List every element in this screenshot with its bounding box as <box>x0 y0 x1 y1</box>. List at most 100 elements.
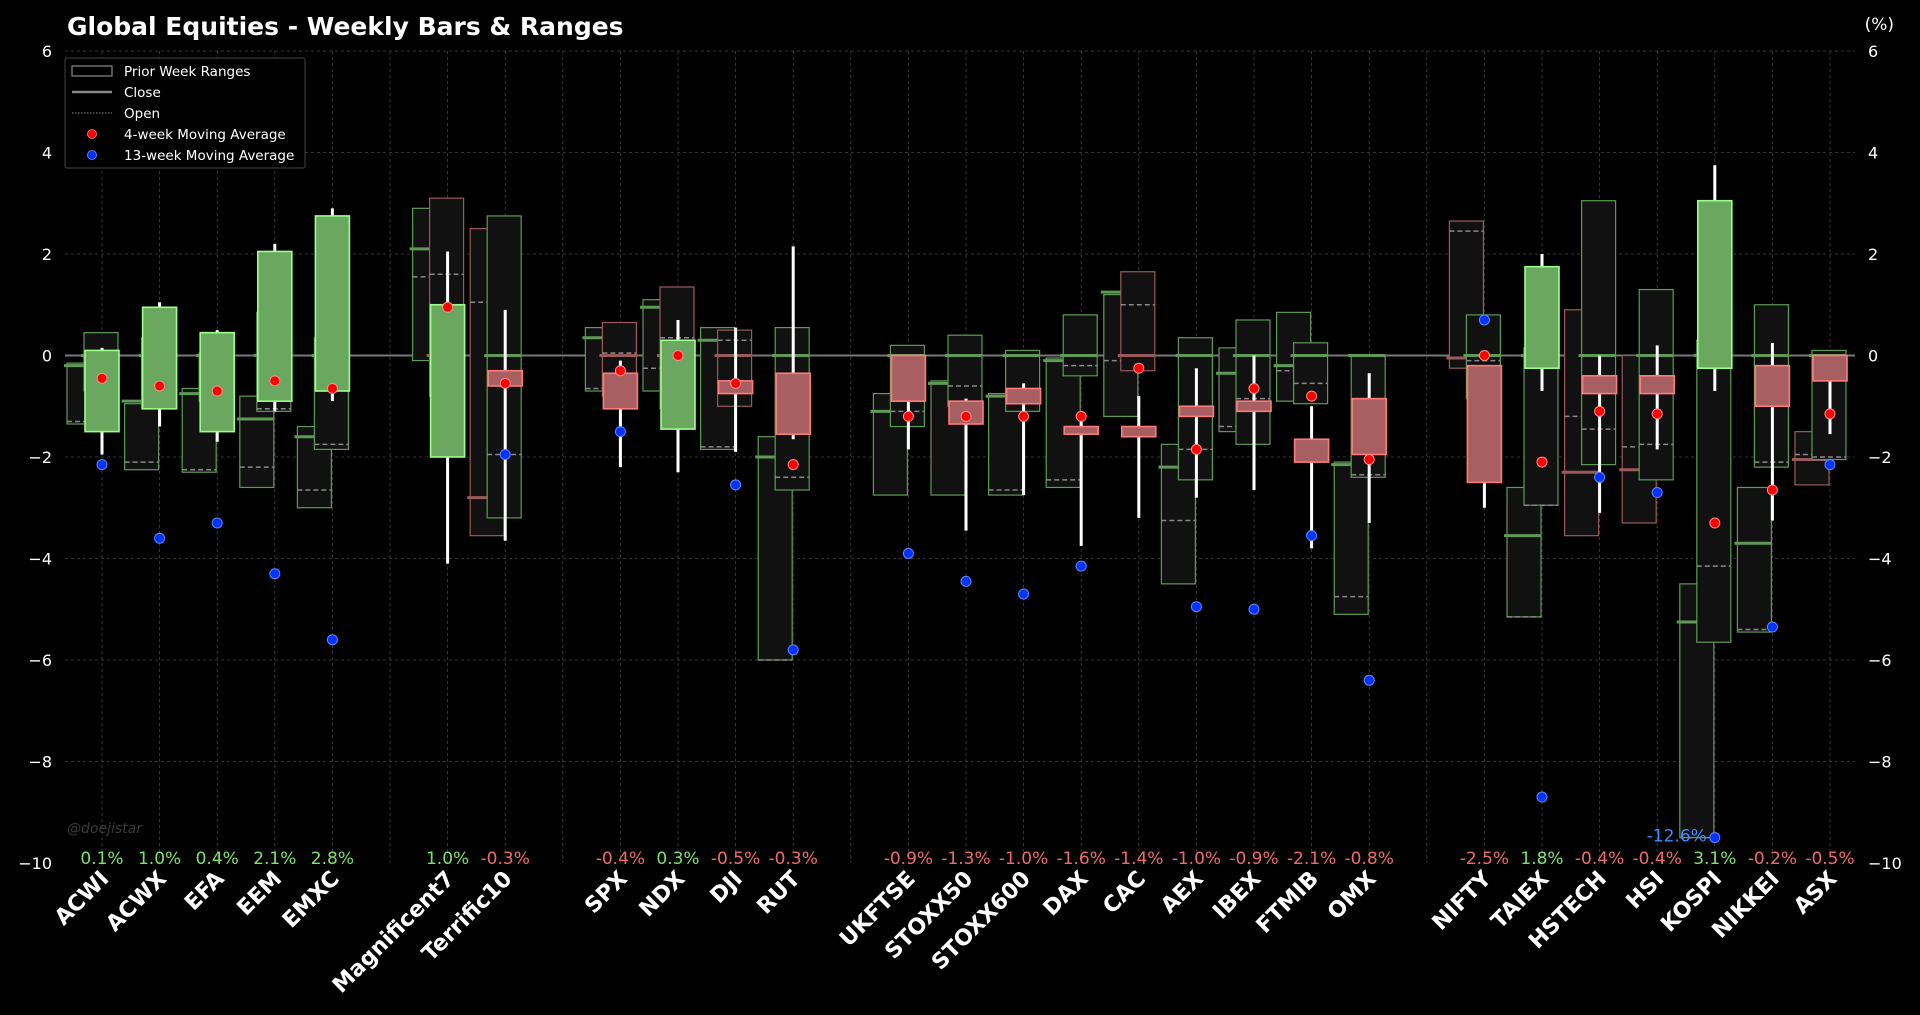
ma4-dot <box>269 375 281 387</box>
weekly-change-label: -0.4% <box>596 849 645 869</box>
y-tick-label-left: 0 <box>42 347 52 366</box>
ticker-nifty <box>1446 220 1503 508</box>
y-tick-label-right: 2 <box>1868 245 1878 264</box>
current-week-bar-down <box>1351 397 1387 456</box>
weekly-change-label: -2.5% <box>1460 849 1509 869</box>
ticker-cac <box>1100 271 1157 518</box>
ticker-aex <box>1158 337 1215 613</box>
current-week-bar-up <box>1697 199 1733 369</box>
current-week-bar-up <box>429 303 466 458</box>
y-tick-label-right: 0 <box>1868 347 1878 366</box>
ma4-dot <box>154 380 166 392</box>
ma4-dot <box>1536 456 1548 468</box>
ma4-dot <box>1651 408 1663 420</box>
current-week-bar-down <box>602 372 639 410</box>
x-tick-label: CAC <box>1098 867 1151 920</box>
weekly-change-label: -0.2% <box>1748 849 1797 869</box>
ticker-dji <box>697 326 754 491</box>
ma4-dot <box>1824 408 1836 420</box>
ticker-acwx <box>121 302 178 544</box>
prior-week-range-box <box>123 403 160 471</box>
ma13-dot <box>1766 621 1778 633</box>
x-tick-label: SPX <box>580 867 632 919</box>
ticker-hstech <box>1561 200 1618 537</box>
y-tick-label-left: 2 <box>42 245 52 264</box>
legend-red-dot-icon <box>87 129 97 139</box>
ma4-dot <box>1075 410 1087 422</box>
weekly-change-label: 1.0% <box>426 849 469 869</box>
ticker-asx <box>1792 349 1848 486</box>
weekly-change-label: -0.3% <box>769 849 818 869</box>
y-tick-label-right: 4 <box>1868 144 1878 163</box>
prior-week-range-box <box>947 334 983 407</box>
weekly-change-label: -0.9% <box>884 849 933 869</box>
ma4-dot <box>1133 362 1145 374</box>
weekly-change-label: -0.5% <box>1805 849 1854 869</box>
ma13-dot <box>1363 674 1375 686</box>
ma13-dot <box>96 459 108 471</box>
ma13-dot <box>1478 314 1490 326</box>
ticker-spx <box>582 321 639 468</box>
y-tick-label-left: 6 <box>42 42 52 61</box>
current-week-bar-up <box>141 306 178 410</box>
x-tick-label: EMXC <box>278 867 345 934</box>
y-tick-label-left: −10 <box>18 854 52 873</box>
ma13-dot <box>211 517 223 529</box>
weekly-change-label: -1.0% <box>1172 849 1221 869</box>
legend-label-ma13: 13-week Moving Average <box>124 148 294 164</box>
prior-week-range-box <box>1333 461 1369 615</box>
ma4-dot <box>902 410 914 422</box>
current-week-bar-down <box>1466 364 1503 484</box>
x-tick-label: RUT <box>753 867 806 920</box>
ma13-dot <box>730 479 742 491</box>
ma13-dot <box>614 426 626 438</box>
x-tick-label: ASX <box>1789 867 1842 920</box>
weekly-change-label: -0.4% <box>1575 849 1624 869</box>
ma4-dot <box>1306 390 1318 402</box>
y-axis-left: 6 4 2 0 −2 −4 −6 −8 −10 <box>18 42 52 873</box>
ma13-dot <box>1594 471 1606 483</box>
y-tick-label-right: −6 <box>1868 651 1892 670</box>
watermark: @doejistar <box>67 821 143 837</box>
ma13-dot <box>326 634 338 646</box>
ma4-dot <box>499 377 511 389</box>
ma4-dot <box>1709 517 1721 529</box>
legend-blue-dot-icon <box>87 150 97 160</box>
ticker-efa <box>179 330 235 529</box>
weekly-change-label: -1.3% <box>941 849 990 869</box>
current-week-bar-down <box>1005 387 1042 405</box>
ma13-outlier-label: -12.6% <box>1647 827 1707 847</box>
weekly-change-label: -0.8% <box>1345 849 1394 869</box>
weekly-change-label: -1.4% <box>1114 849 1163 869</box>
x-tick-label: HSI <box>1622 867 1670 915</box>
current-week-bar-down <box>775 372 812 435</box>
ticker-ndx <box>640 286 696 473</box>
y-tick-label-left: −6 <box>28 651 52 670</box>
ma13-dot <box>1190 601 1202 613</box>
weekly-change-label: -0.3% <box>481 849 530 869</box>
current-week-bar-down <box>1063 425 1099 435</box>
ma4-dot <box>1248 382 1260 394</box>
y-axis-unit-label: (%) <box>1864 15 1894 35</box>
x-tick-label: NIFTY <box>1428 866 1498 936</box>
x-tick-label: DAX <box>1039 867 1094 922</box>
x-tick-label: OMX <box>1323 867 1381 925</box>
y-tick-label-right: −2 <box>1868 448 1892 467</box>
ma13-dot <box>1018 588 1030 600</box>
y-tick-label-right: −8 <box>1868 753 1892 772</box>
ticker-nikkei <box>1734 304 1791 633</box>
legend-label-ma4: 4-week Moving Average <box>124 127 286 143</box>
ma13-dot <box>1709 832 1721 844</box>
weekly-change-label: -0.9% <box>1229 849 1278 869</box>
ticker-dax <box>1043 314 1099 572</box>
x-tick-label: ACWX <box>102 867 172 937</box>
weekly-change-label: -1.6% <box>1057 849 1106 869</box>
legend-box-icon <box>71 65 113 77</box>
prior-week-range-box <box>1045 357 1081 489</box>
ticker-ibex <box>1216 319 1272 615</box>
plot-area: -12.6% <box>64 165 1848 847</box>
prior-week-range-box <box>1736 486 1773 633</box>
chart-title: Global Equities - Weekly Bars & Ranges <box>67 12 624 41</box>
